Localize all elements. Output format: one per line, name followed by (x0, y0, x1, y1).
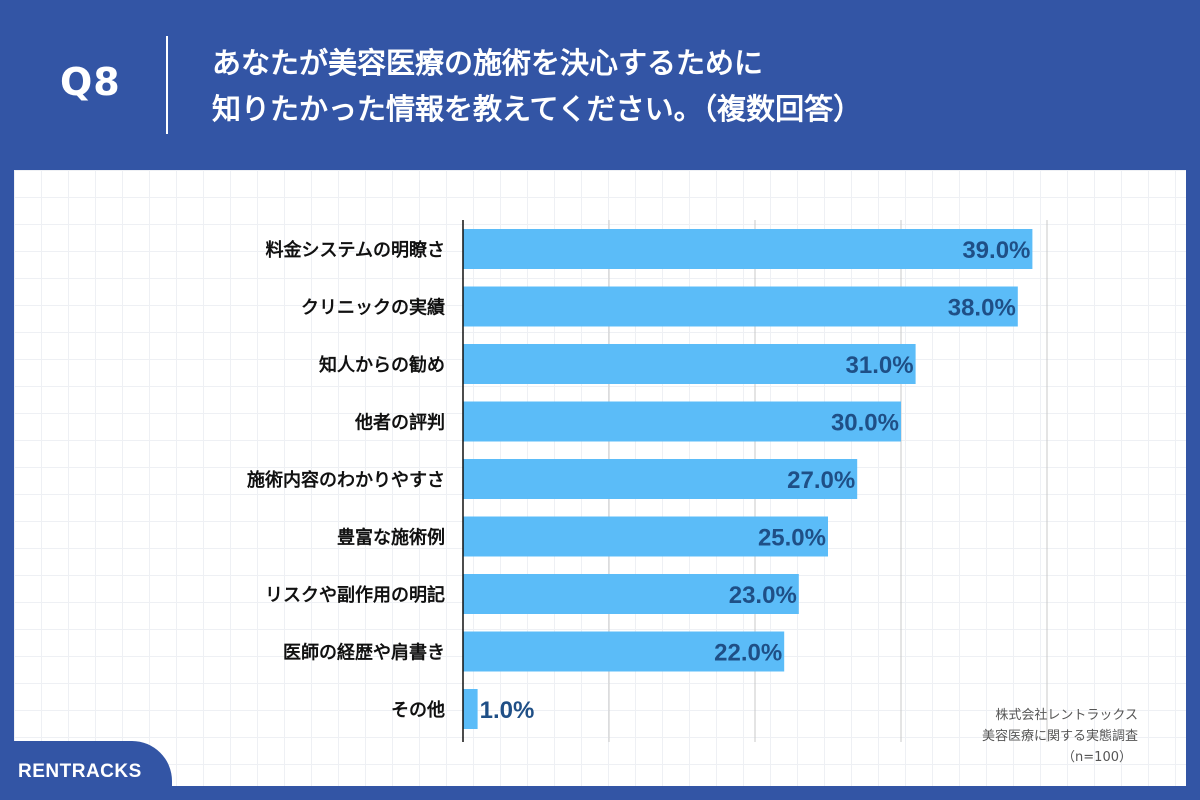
bar (463, 689, 478, 729)
question-line-2: 知りたかった情報を教えてください。（複数回答） (212, 92, 863, 126)
category-label: 料金システムの明瞭さ (266, 239, 445, 261)
category-label: クリニックの実績 (301, 297, 445, 319)
source-sample-size: （n=100） (1062, 750, 1132, 765)
header: Q8 あなたが美容医療の施術を決心するために 知りたかった情報を教えてください。… (0, 0, 1200, 170)
bar (463, 229, 1033, 269)
value-label: 1.0% (480, 697, 535, 724)
bar (463, 401, 901, 442)
category-label: 他者の評判 (354, 412, 445, 434)
value-label: 23.0% (729, 582, 797, 609)
header-divider (166, 36, 168, 134)
category-label: 知人からの勧め (319, 354, 445, 376)
category-label: 医師の経歴や肩書き (283, 642, 445, 664)
bar (463, 286, 1018, 327)
value-label: 31.0% (846, 352, 914, 379)
chart-panel: 料金システムの明瞭さ 39.0% クリニックの実績 38.0% 知人からの勧め 31.0%… (14, 170, 1186, 786)
value-label: 27.0% (787, 467, 855, 494)
question-line-1: あなたが美容医療の施術を決心するために (212, 46, 764, 80)
value-label: 30.0% (831, 410, 899, 437)
category-label: 豊富な施術例 (337, 527, 445, 549)
value-label: 22.0% (714, 640, 782, 667)
category-label: リスクや副作用の明記 (265, 584, 445, 606)
brand-tab: RENTRACKS (0, 741, 172, 800)
source-survey: 美容医療に関する実態調査 (981, 729, 1138, 744)
bar (463, 344, 916, 384)
value-label: 38.0% (948, 295, 1016, 322)
source-company: 株式会社レントラックス (995, 708, 1138, 723)
bar (463, 631, 785, 672)
bar (463, 574, 799, 614)
value-label: 39.0% (962, 237, 1030, 264)
bar (463, 459, 858, 499)
bar (463, 516, 828, 557)
source-note: 株式会社レントラックス 美容医療に関する実態調査 （n=100） (982, 705, 1138, 768)
value-label: 25.0% (758, 525, 826, 552)
category-label: その他 (391, 699, 445, 721)
category-label: 施術内容のわかりやすさ (247, 469, 445, 491)
question-number: Q8 (60, 60, 121, 104)
bar-chart: 料金システムの明瞭さ 39.0% クリニックの実績 38.0% 知人からの勧め 31.0%… (247, 220, 1048, 742)
question-text: あなたが美容医療の施術を決心するために 知りたかった情報を教えてください。（複数… (212, 40, 1172, 132)
brand-logo: RENTRACKS (18, 761, 142, 782)
